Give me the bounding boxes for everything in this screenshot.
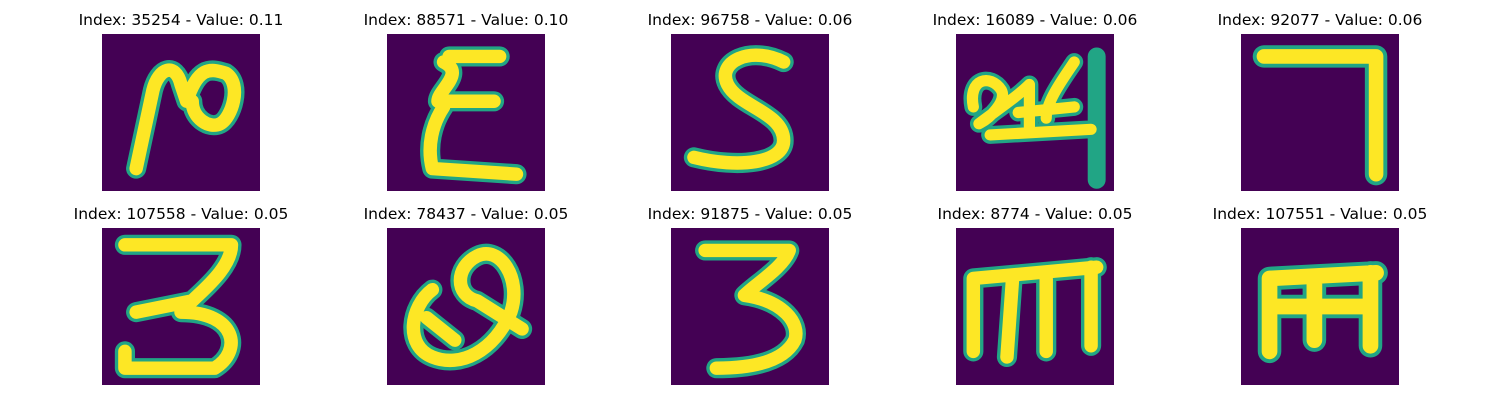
panel-title: Index: 8774 - Value: 0.05 bbox=[937, 205, 1133, 223]
glyph-three-like-2 bbox=[695, 240, 806, 379]
panel-title: Index: 35254 - Value: 0.11 bbox=[78, 11, 284, 29]
glyph-xi-like bbox=[420, 46, 527, 185]
digit-image bbox=[102, 228, 260, 385]
panel-title: Index: 107551 - Value: 0.05 bbox=[1212, 205, 1428, 223]
panel-title: Index: 78437 - Value: 0.05 bbox=[363, 205, 569, 223]
digit-image bbox=[1241, 34, 1399, 191]
glyph-24-like bbox=[963, 47, 1106, 189]
glyph-q-like bbox=[403, 243, 533, 371]
panel-title: Index: 107558 - Value: 0.05 bbox=[73, 205, 289, 223]
panel-title: Index: 88571 - Value: 0.10 bbox=[363, 11, 569, 29]
glyph-m-like bbox=[963, 257, 1107, 368]
panel-title: Index: 91875 - Value: 0.05 bbox=[647, 205, 853, 223]
panel-title: Index: 96758 - Value: 0.06 bbox=[647, 11, 853, 29]
panel-title: Index: 16089 - Value: 0.06 bbox=[932, 11, 1138, 29]
digit-image bbox=[102, 34, 260, 191]
digit-image bbox=[956, 34, 1114, 191]
glyph-seven-like bbox=[1252, 45, 1388, 186]
digit-image bbox=[671, 228, 829, 385]
digit-image bbox=[387, 228, 545, 385]
panel-title: Index: 92077 - Value: 0.06 bbox=[1217, 11, 1423, 29]
glyph-s-like bbox=[683, 45, 794, 174]
digit-image bbox=[956, 228, 1114, 385]
digit-image bbox=[671, 34, 829, 191]
glyph-m-like-2 bbox=[1257, 261, 1388, 364]
glyph-two-like bbox=[126, 60, 245, 179]
glyph-three-like bbox=[114, 234, 242, 379]
digit-image bbox=[387, 34, 545, 191]
digit-image bbox=[1241, 228, 1399, 385]
